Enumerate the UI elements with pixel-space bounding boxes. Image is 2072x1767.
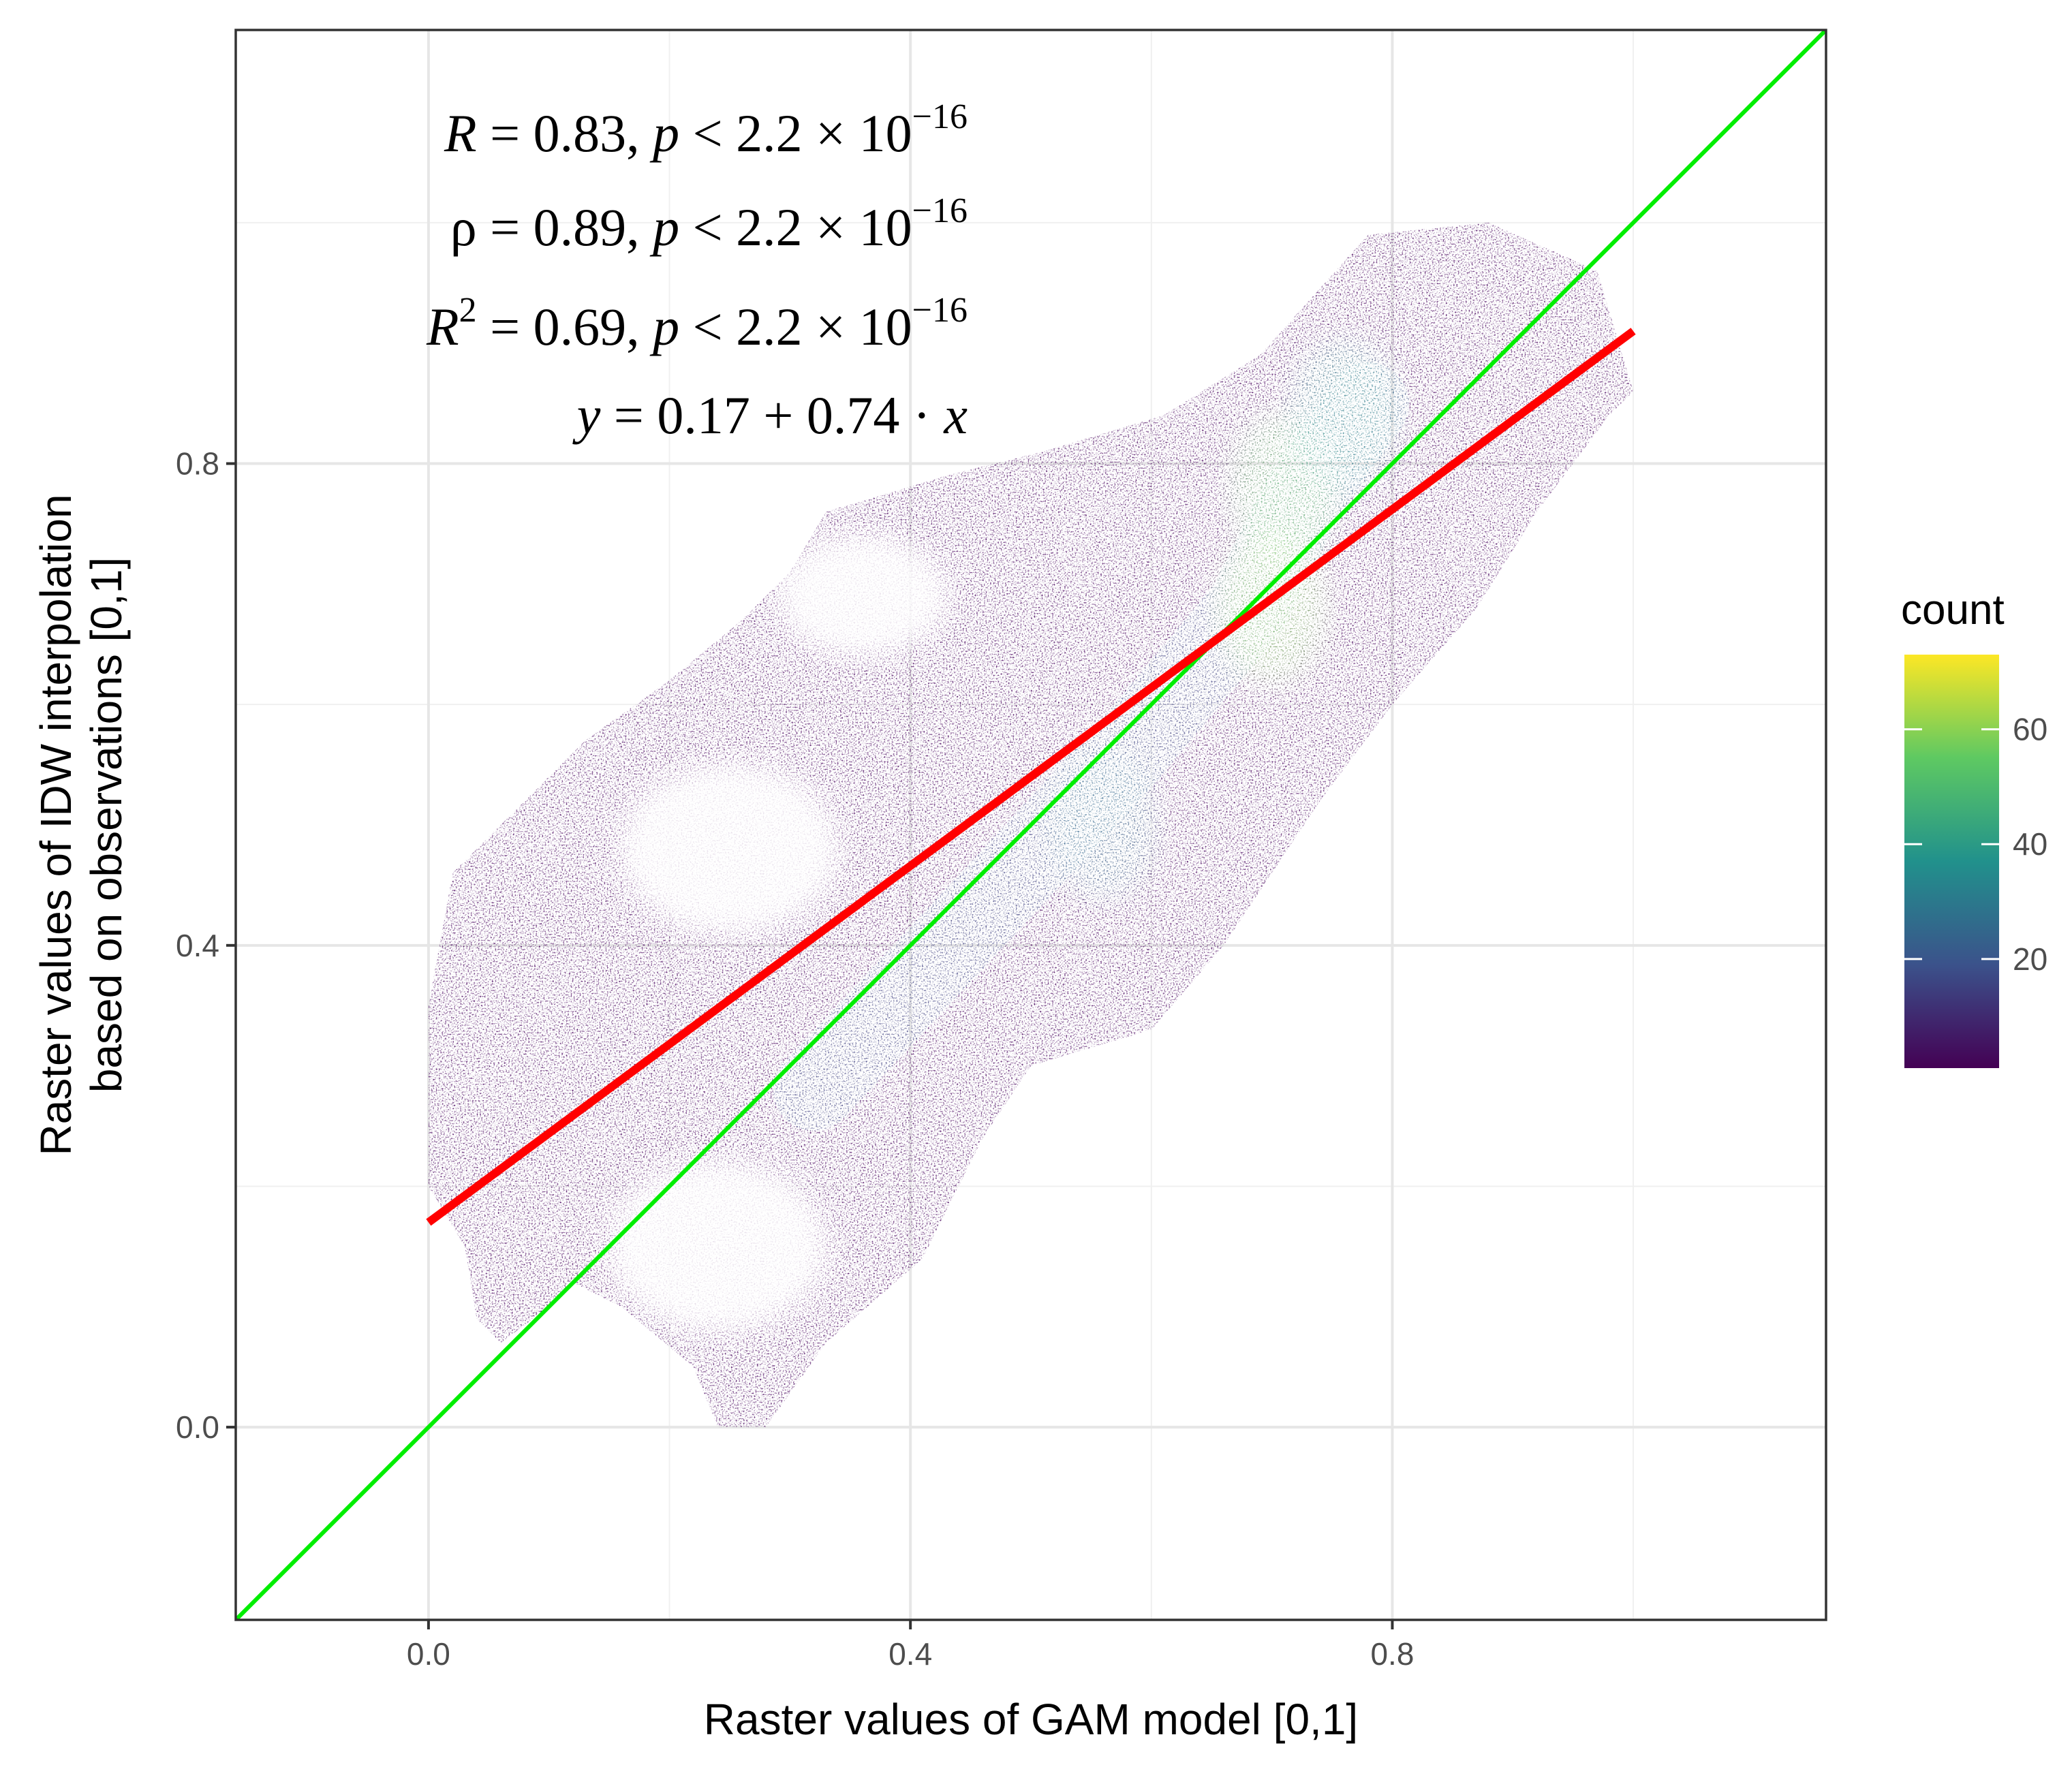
y-axis-title-line2: based on observations [0,1]: [82, 557, 131, 1093]
x-tick-label: 0.4: [888, 1636, 932, 1672]
x-axis-title: Raster values of GAM model [0,1]: [704, 1695, 1358, 1744]
legend-tick-label: 40: [2013, 826, 2047, 862]
legend-tick-label: 20: [2013, 941, 2047, 977]
y-axis-title: Raster values of IDW interpolation based…: [31, 494, 131, 1155]
legend: count 20 40 60: [1901, 587, 2047, 1068]
stat-r: R = 0.83, p < 2.2 × 10−16: [444, 97, 968, 163]
panel-border: [234, 29, 1827, 1621]
x-tick-label: 0.8: [1370, 1636, 1414, 1672]
regression-line: [426, 328, 1636, 1226]
stats-annotation: R = 0.83, p < 2.2 × 10−16 ρ = 0.89, p < …: [426, 97, 968, 445]
sparse-region: [609, 1162, 826, 1331]
stat-r2: R2 = 0.69, p < 2.2 × 10−16: [426, 291, 968, 356]
legend-tick-label: 60: [2013, 712, 2047, 747]
identity-line: [236, 30, 1826, 1620]
sparse-regions: [609, 535, 947, 1331]
sparse-region: [777, 535, 947, 657]
x-tick-label: 0.0: [407, 1636, 450, 1672]
y-axis-title-line1: Raster values of IDW interpolation: [31, 494, 80, 1155]
stat-equation: y = 0.17 + 0.74 · x: [572, 386, 968, 445]
density-hotspot: [1217, 533, 1327, 683]
x-axis-ticks: 0.0 0.4 0.8: [407, 1620, 1414, 1672]
density-hotspot: [1049, 750, 1158, 900]
legend-ticks: 20 40 60: [1904, 712, 2047, 977]
sparse-region: [621, 764, 839, 934]
y-tick-label: 0.4: [176, 928, 219, 963]
legend-colorbar: [1904, 655, 1999, 1068]
y-tick-label: 0.0: [176, 1409, 219, 1445]
y-axis-ticks: 0.0 0.4 0.8: [176, 446, 236, 1445]
legend-title: count: [1901, 587, 2005, 634]
y-tick-label: 0.8: [176, 446, 219, 482]
stat-rho: ρ = 0.89, p < 2.2 × 10−16: [450, 191, 968, 257]
density-hotspots: [1049, 340, 1399, 900]
density-hotspot: [1289, 340, 1399, 490]
